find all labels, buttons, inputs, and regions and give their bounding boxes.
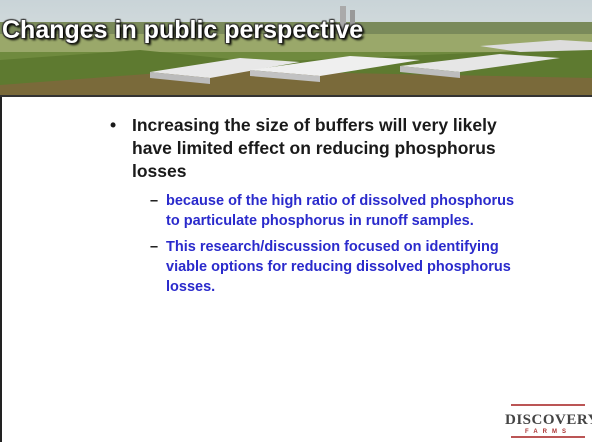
logo-rule (511, 404, 585, 406)
slide: Changes in public perspective Increasing… (0, 0, 592, 442)
sub-bullet-list: because of the high ratio of dissolved p… (150, 191, 532, 297)
slide-border (0, 97, 2, 442)
bullet-text: Increasing the size of buffers will very… (132, 115, 497, 181)
logo-subtitle: FARMS (505, 428, 591, 436)
bullet: Increasing the size of buffers will very… (110, 114, 532, 297)
header-photo (0, 0, 592, 97)
bullet-list: Increasing the size of buffers will very… (110, 114, 580, 297)
sub-bullet: This research/discussion focused on iden… (150, 237, 531, 297)
logo: DISCOVERY FARMS (505, 404, 591, 440)
slide-body: Increasing the size of buffers will very… (110, 114, 580, 303)
logo-rule (511, 436, 585, 438)
sub-bullet: because of the high ratio of dissolved p… (150, 191, 531, 231)
logo-name: DISCOVERY (505, 412, 591, 428)
slide-title: Changes in public perspective (2, 16, 363, 45)
